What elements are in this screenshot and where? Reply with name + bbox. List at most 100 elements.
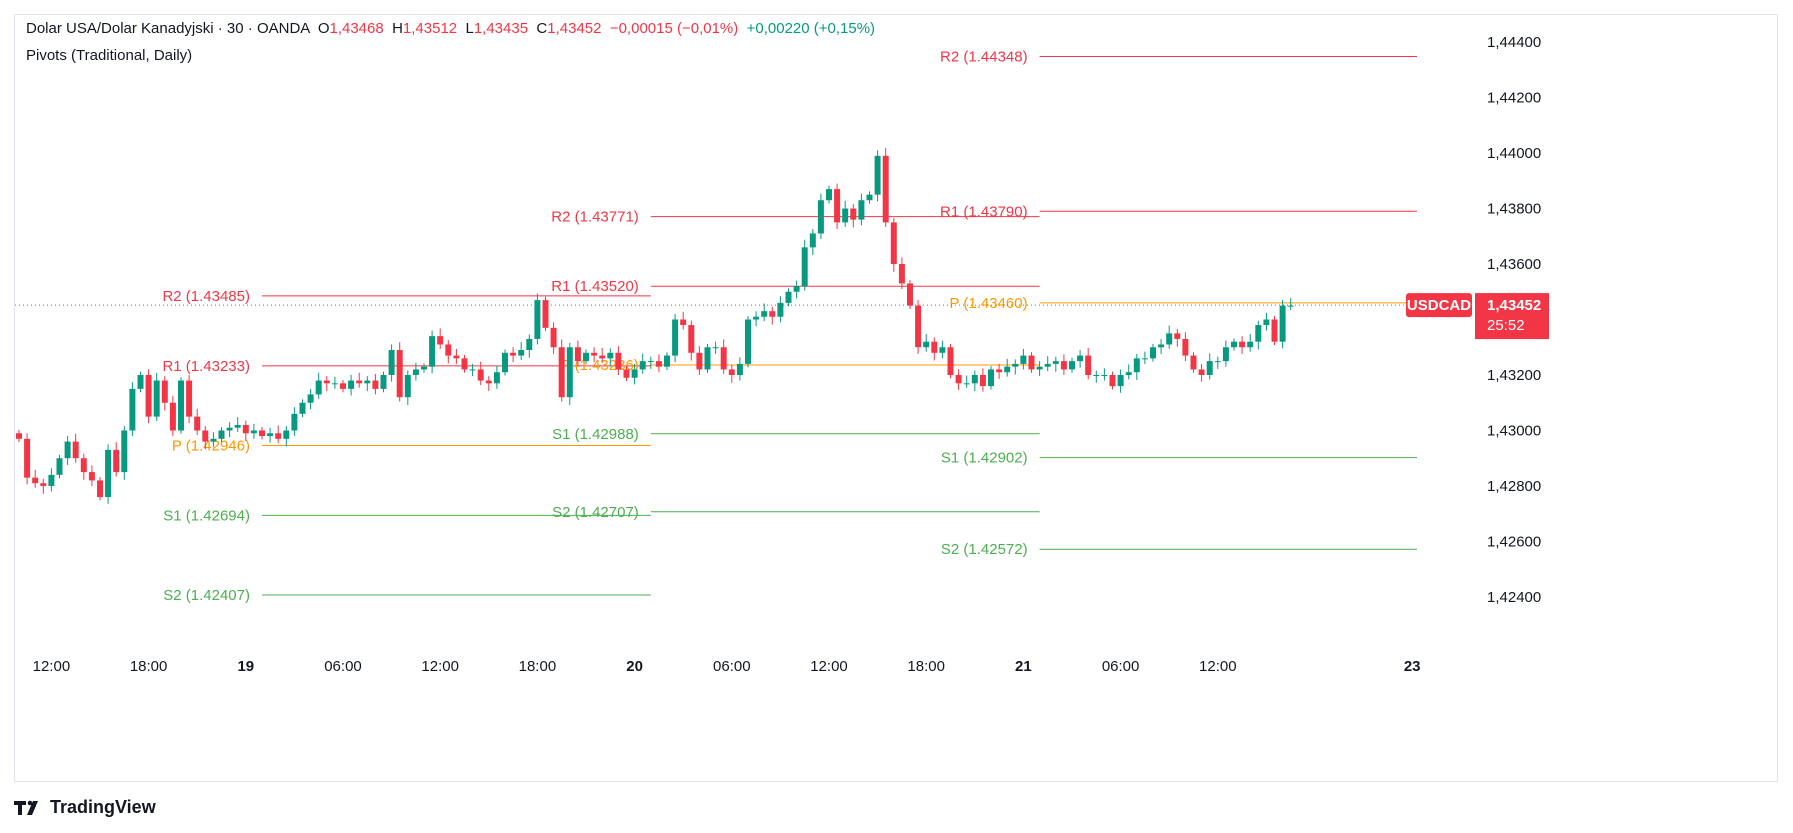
candle-body[interactable] — [704, 347, 711, 370]
candle-body[interactable] — [348, 380, 355, 389]
candle-body[interactable] — [1133, 358, 1140, 373]
candle-body[interactable] — [283, 430, 290, 439]
candle-body[interactable] — [1150, 347, 1156, 359]
candle-body[interactable] — [558, 347, 565, 398]
candle-body[interactable] — [761, 311, 768, 317]
candle-body[interactable] — [979, 374, 986, 387]
candle-body[interactable] — [907, 283, 913, 306]
candle-body[interactable] — [64, 441, 71, 459]
candle-body[interactable] — [1158, 344, 1165, 348]
candle-body[interactable] — [250, 430, 257, 434]
candle-body[interactable] — [477, 369, 484, 381]
candle-body[interactable] — [655, 361, 662, 367]
candle-body[interactable] — [664, 355, 670, 367]
candle-body[interactable] — [169, 402, 176, 431]
candle-body[interactable] — [461, 358, 468, 370]
candle-body[interactable] — [809, 233, 816, 248]
candle-body[interactable] — [145, 374, 152, 417]
candle-body[interactable] — [323, 380, 330, 384]
candle-body[interactable] — [777, 302, 784, 317]
candle-body[interactable] — [769, 311, 776, 317]
candle-body[interactable] — [753, 316, 760, 320]
candle-body[interactable] — [1036, 366, 1043, 370]
symbol-name[interactable]: Dolar USA/Dolar Kanadyjski — [26, 20, 214, 37]
candle-body[interactable] — [445, 344, 452, 356]
candle-body[interactable] — [153, 380, 160, 417]
candle-body[interactable] — [1117, 374, 1124, 387]
candle-body[interactable] — [1012, 363, 1019, 367]
candle-body[interactable] — [97, 480, 103, 498]
candle-body[interactable] — [574, 347, 581, 362]
candle-body[interactable] — [817, 200, 824, 234]
candle-body[interactable] — [850, 208, 857, 220]
candle-body[interactable] — [607, 352, 614, 359]
candle-body[interactable] — [534, 300, 541, 339]
candle-body[interactable] — [826, 189, 832, 201]
candle-body[interactable] — [48, 474, 55, 486]
indicator-name[interactable]: Pivots (Traditional, Daily) — [26, 47, 193, 64]
candle-body[interactable] — [1125, 372, 1132, 375]
candle-body[interactable] — [923, 341, 930, 348]
candle-body[interactable] — [226, 427, 233, 431]
candle-body[interactable] — [129, 388, 136, 431]
candle-body[interactable] — [915, 305, 922, 348]
candle-body[interactable] — [510, 352, 517, 356]
candle-body[interactable] — [291, 413, 298, 431]
candle-body[interactable] — [469, 369, 476, 371]
candle-body[interactable] — [1093, 374, 1100, 376]
candle-body[interactable] — [259, 430, 265, 437]
candle-body[interactable] — [1239, 341, 1246, 348]
candle-body[interactable] — [194, 416, 201, 431]
candle-body[interactable] — [1141, 358, 1148, 360]
candle-body[interactable] — [874, 155, 881, 195]
candle-body[interactable] — [388, 350, 395, 375]
candle-body[interactable] — [121, 430, 128, 473]
candle-body[interactable] — [939, 347, 946, 353]
candle-body[interactable] — [996, 369, 1003, 373]
candle-body[interactable] — [493, 372, 500, 384]
candle-body[interactable] — [1101, 374, 1108, 376]
candle-body[interactable] — [858, 200, 865, 220]
tradingview-brand[interactable]: TradingView — [50, 797, 156, 817]
candle-body[interactable] — [963, 383, 970, 385]
candle-body[interactable] — [1020, 355, 1027, 364]
candle-body[interactable] — [591, 352, 598, 356]
candle-body[interactable] — [866, 194, 873, 201]
candle-body[interactable] — [1004, 366, 1011, 373]
candle-body[interactable] — [1044, 363, 1051, 367]
candle-body[interactable] — [898, 264, 905, 284]
candle-body[interactable] — [736, 363, 743, 375]
candle-body[interactable] — [720, 347, 727, 370]
candle-body[interactable] — [696, 352, 703, 370]
candle-body[interactable] — [364, 380, 371, 384]
candle-body[interactable] — [1028, 355, 1035, 370]
candle-body[interactable] — [931, 341, 938, 353]
candle-body[interactable] — [728, 369, 735, 375]
candle-body[interactable] — [526, 338, 533, 351]
candle-body[interactable] — [1287, 305, 1294, 307]
candle-body[interactable] — [72, 441, 79, 459]
candle-body[interactable] — [672, 319, 679, 356]
chart-frame[interactable]: 1,44400 1,44200 1,44000 1,43800 1,43600 1,434… — [14, 14, 1778, 782]
candle-body[interactable] — [971, 374, 978, 384]
candle-body[interactable] — [518, 350, 525, 356]
candle-body[interactable] — [502, 352, 508, 373]
candle-body[interactable] — [890, 222, 897, 265]
candle-body[interactable] — [453, 355, 460, 359]
candle-body[interactable] — [202, 430, 209, 442]
candle-body[interactable] — [785, 291, 792, 303]
candle-body[interactable] — [267, 433, 274, 437]
candle-body[interactable] — [583, 352, 589, 362]
candle-body[interactable] — [623, 369, 630, 378]
candle-body[interactable] — [1247, 341, 1254, 348]
candle-body[interactable] — [1255, 325, 1262, 342]
candle-body[interactable] — [32, 477, 39, 484]
candle-body[interactable] — [1166, 333, 1173, 345]
candle-body[interactable] — [745, 319, 751, 364]
candle-body[interactable] — [372, 380, 379, 389]
candle-body[interactable] — [1077, 355, 1084, 362]
candle-body[interactable] — [1263, 319, 1270, 326]
candle-body[interactable] — [1069, 361, 1075, 370]
candle-body[interactable] — [16, 433, 22, 439]
candle-body[interactable] — [242, 424, 249, 434]
